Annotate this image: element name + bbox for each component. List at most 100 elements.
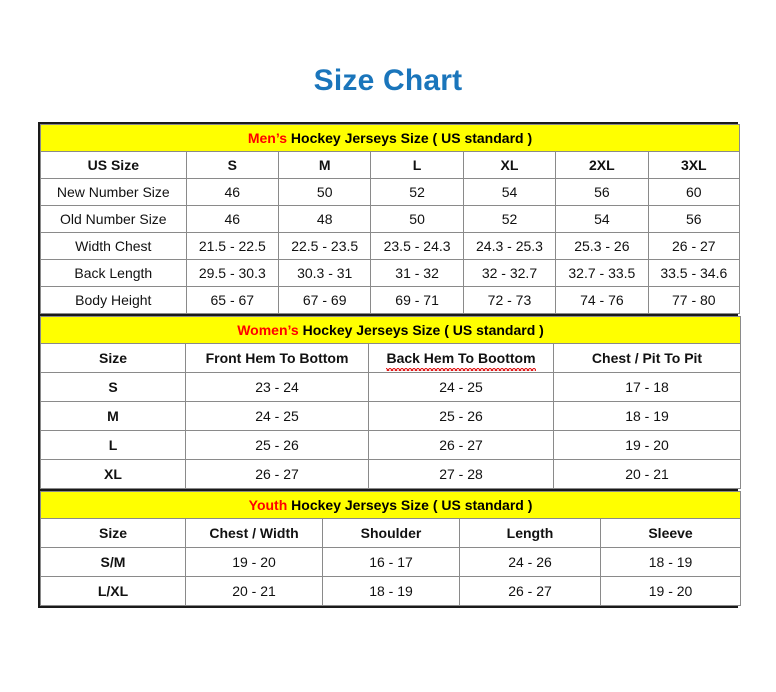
mens-cell-0-2: 52	[370, 178, 464, 206]
table-row: Back Length 29.5 - 30.3 30.3 - 31 31 - 3…	[40, 259, 741, 287]
mens-cell-1-0: 46	[185, 205, 280, 233]
womens-cell-3-0: 26 - 27	[185, 459, 369, 489]
mens-cell-0-0: 46	[185, 178, 280, 206]
womens-cell-1-2: 18 - 19	[552, 401, 742, 431]
size-chart-tables: Men’s Hockey Jerseys Size ( US standard …	[38, 122, 742, 608]
mens-column-header-row: US Size S M L XL 2XL 3XL	[40, 151, 741, 179]
youth-row-label-0: S/M	[40, 547, 186, 577]
mens-cell-4-5: 77 - 80	[647, 286, 741, 314]
table-row: S 23 - 24 24 - 25 17 - 18	[40, 372, 742, 402]
womens-section-header-row: Women’s Hockey Jerseys Size ( US standar…	[39, 316, 742, 344]
youth-col-header-2: Shoulder	[322, 518, 460, 548]
mens-col-header-5: 2XL	[555, 151, 649, 179]
mens-cell-4-4: 74 - 76	[555, 286, 649, 314]
mens-cell-2-5: 26 - 27	[647, 232, 741, 260]
womens-cell-2-1: 26 - 27	[368, 430, 554, 460]
mens-cell-3-2: 31 - 32	[370, 259, 464, 287]
mens-cell-3-5: 33.5 - 34.6	[647, 259, 741, 287]
mens-cell-1-2: 50	[370, 205, 464, 233]
table-row: M 24 - 25 25 - 26 18 - 19	[40, 401, 742, 431]
youth-section: Youth Hockey Jerseys Size ( US standard …	[38, 491, 742, 608]
mens-row-label-2: Width Chest	[40, 232, 187, 260]
youth-header-rest: Hockey Jerseys Size ( US standard )	[291, 497, 533, 513]
youth-column-header-row: Size Chest / Width Shoulder Length Sleev…	[40, 518, 742, 548]
youth-col-header-1: Chest / Width	[185, 518, 323, 548]
mens-cell-2-3: 24.3 - 25.3	[462, 232, 557, 260]
womens-row-label-1: M	[40, 401, 186, 431]
youth-cell-0-2: 24 - 26	[459, 547, 601, 577]
mens-cell-2-2: 23.5 - 24.3	[370, 232, 464, 260]
youth-table: Youth Hockey Jerseys Size ( US standard …	[39, 491, 742, 606]
womens-section-header: Women’s Hockey Jerseys Size ( US standar…	[39, 316, 742, 344]
womens-section: Women’s Hockey Jerseys Size ( US standar…	[38, 316, 742, 491]
womens-col-header-2: Back Hem To Boottom	[368, 343, 554, 373]
table-row: XL 26 - 27 27 - 28 20 - 21	[40, 459, 742, 489]
youth-col-header-4: Sleeve	[599, 518, 742, 548]
mens-section-header-row: Men’s Hockey Jerseys Size ( US standard …	[40, 124, 740, 152]
page-title: Size Chart	[313, 64, 463, 97]
mens-cell-2-4: 25.3 - 26	[555, 232, 649, 260]
youth-col-header-3: Length	[459, 518, 601, 548]
mens-cell-3-0: 29.5 - 30.3	[185, 259, 280, 287]
mens-cell-1-1: 48	[277, 205, 372, 233]
mens-cell-2-0: 21.5 - 22.5	[185, 232, 280, 260]
womens-col-header-3: Chest / Pit To Pit	[552, 343, 742, 373]
mens-cell-4-0: 65 - 67	[185, 286, 280, 314]
youth-cell-1-3: 19 - 20	[599, 576, 742, 606]
womens-cell-2-2: 19 - 20	[552, 430, 742, 460]
mens-row-label-4: Body Height	[40, 286, 187, 314]
mens-col-header-3: L	[370, 151, 464, 179]
womens-column-header-row: Size Front Hem To Bottom Back Hem To Boo…	[40, 343, 742, 373]
youth-cell-0-0: 19 - 20	[185, 547, 323, 577]
table-row: S/M 19 - 20 16 - 17 24 - 26 18 - 19	[40, 547, 742, 577]
table-row: Old Number Size 46 48 50 52 54 56	[40, 205, 741, 233]
youth-category-label: Youth	[248, 497, 288, 513]
womens-col-header-1: Front Hem To Bottom	[185, 343, 369, 373]
youth-cell-1-1: 18 - 19	[322, 576, 460, 606]
womens-cell-0-2: 17 - 18	[552, 372, 742, 402]
mens-cell-4-3: 72 - 73	[462, 286, 557, 314]
mens-row-label-1: Old Number Size	[40, 205, 187, 233]
youth-cell-1-0: 20 - 21	[185, 576, 323, 606]
mens-row-label-0: New Number Size	[40, 178, 187, 206]
mens-cell-0-4: 56	[555, 178, 649, 206]
mens-col-header-1: S	[185, 151, 280, 179]
mens-cell-2-1: 22.5 - 23.5	[277, 232, 372, 260]
mens-category-label: Men’s	[247, 130, 288, 146]
womens-cell-1-0: 24 - 25	[185, 401, 369, 431]
womens-cell-3-1: 27 - 28	[368, 459, 554, 489]
mens-cell-3-4: 32.7 - 33.5	[555, 259, 649, 287]
table-row: Body Height 65 - 67 67 - 69 69 - 71 72 -…	[40, 286, 741, 314]
youth-row-label-1: L/XL	[40, 576, 186, 606]
mens-cell-3-3: 32 - 32.7	[462, 259, 557, 287]
mens-col-header-6: 3XL	[647, 151, 741, 179]
womens-category-label: Women’s	[237, 322, 299, 338]
youth-cell-0-3: 18 - 19	[599, 547, 742, 577]
table-row: New Number Size 46 50 52 54 56 60	[40, 178, 741, 206]
mens-section: Men’s Hockey Jerseys Size ( US standard …	[38, 122, 741, 316]
mens-cell-0-5: 60	[647, 178, 741, 206]
womens-table: Women’s Hockey Jerseys Size ( US standar…	[39, 316, 742, 489]
womens-col-header-2-text: Back Hem To Boottom	[386, 344, 536, 372]
table-row: Width Chest 21.5 - 22.5 22.5 - 23.5 23.5…	[40, 232, 741, 260]
youth-col-header-0: Size	[40, 518, 186, 548]
mens-cell-4-2: 69 - 71	[370, 286, 464, 314]
mens-table: Men’s Hockey Jerseys Size ( US standard …	[40, 124, 741, 314]
mens-cell-0-3: 54	[462, 178, 557, 206]
womens-cell-0-1: 24 - 25	[368, 372, 554, 402]
mens-cell-1-3: 52	[462, 205, 557, 233]
youth-section-header: Youth Hockey Jerseys Size ( US standard …	[39, 491, 742, 519]
mens-col-header-2: M	[277, 151, 372, 179]
table-row: L 25 - 26 26 - 27 19 - 20	[40, 430, 742, 460]
youth-cell-1-2: 26 - 27	[459, 576, 601, 606]
mens-cell-1-5: 56	[647, 205, 741, 233]
womens-row-label-2: L	[40, 430, 186, 460]
table-row: L/XL 20 - 21 18 - 19 26 - 27 19 - 20	[40, 576, 742, 606]
mens-header-rest: Hockey Jerseys Size ( US standard )	[290, 130, 533, 146]
womens-cell-0-0: 23 - 24	[185, 372, 369, 402]
youth-cell-0-1: 16 - 17	[322, 547, 460, 577]
mens-col-header-4: XL	[462, 151, 557, 179]
womens-col-header-0: Size	[40, 343, 186, 373]
youth-section-header-row: Youth Hockey Jerseys Size ( US standard …	[39, 491, 742, 519]
